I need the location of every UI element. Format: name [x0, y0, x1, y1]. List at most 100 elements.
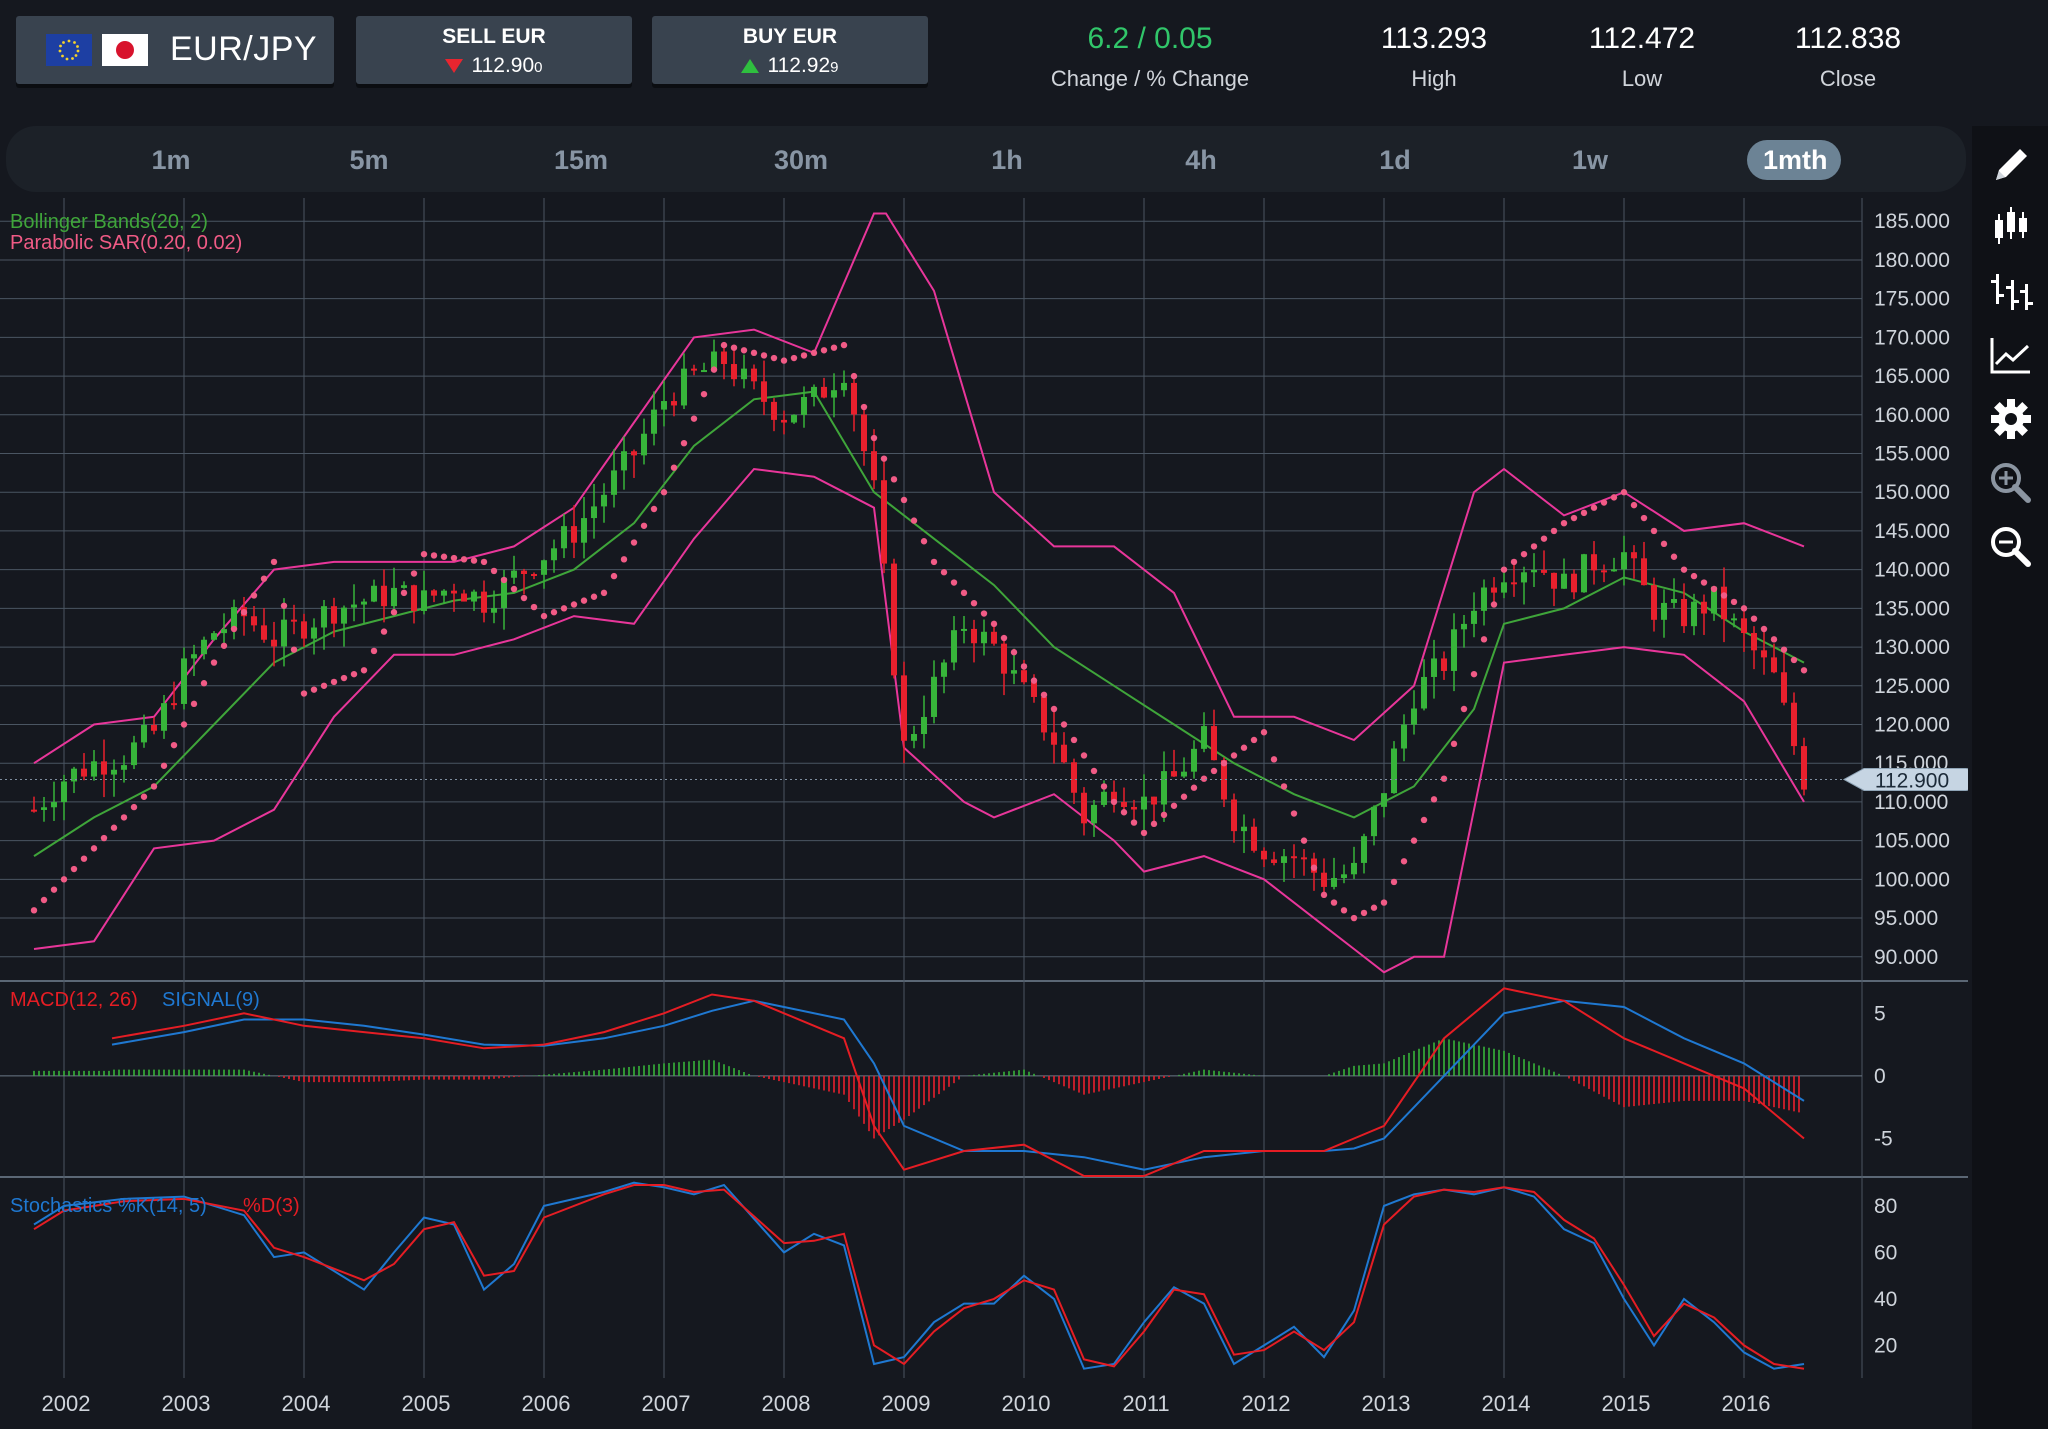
sar-dot	[890, 476, 898, 483]
candle-body	[1711, 586, 1717, 614]
x-tick-label: 2004	[282, 1391, 331, 1416]
candle-body	[1451, 629, 1457, 671]
candle-body	[1581, 554, 1587, 593]
sar-dot	[1750, 615, 1758, 622]
x-tick-label: 2008	[762, 1391, 811, 1416]
candle-body	[111, 769, 117, 775]
candle-body	[1511, 582, 1517, 585]
sar-dot	[300, 690, 308, 697]
sar-dot	[740, 347, 748, 354]
candle-body	[1421, 676, 1427, 709]
candle-body	[1351, 862, 1357, 875]
zoom-in-icon[interactable]	[1986, 458, 2036, 508]
candle-body	[1721, 586, 1727, 620]
tool-sidebar	[1972, 126, 2048, 1429]
timeframe-30m[interactable]: 30m	[773, 145, 829, 175]
sell-button[interactable]: SELL EUR 112.900	[356, 16, 632, 84]
candle-body	[191, 654, 197, 659]
sar-dot	[1400, 858, 1408, 865]
currency-pair-selector[interactable]: EUR/JPY	[16, 16, 334, 84]
gear-icon[interactable]	[1986, 394, 2036, 444]
candle-body	[1131, 806, 1137, 810]
chart-background	[0, 198, 1968, 1429]
candle-body	[1121, 801, 1127, 807]
candle-body	[211, 633, 217, 640]
stoch-y-tick-label: 80	[1874, 1195, 1897, 1218]
sar-dot	[120, 814, 128, 821]
bollinger-legend-label: Bollinger Bands(20, 2)	[10, 211, 208, 233]
zoom-out-icon[interactable]	[1986, 522, 2036, 572]
sar-dot	[1010, 649, 1018, 656]
timeframe-1mth[interactable]: 1mth	[1747, 140, 1841, 180]
candle-body	[91, 761, 97, 777]
sar-dot	[760, 352, 768, 359]
sar-dot	[1590, 504, 1598, 511]
candle-body	[511, 570, 517, 578]
price-chart[interactable]: 2002 2003 2004 2005 2006 2007 2008 2009 2010 2011…	[0, 198, 1968, 1429]
candlestick-icon[interactable]	[1986, 202, 2036, 252]
candle-body	[1291, 856, 1297, 859]
ohlc-bars-icon[interactable]	[1986, 266, 2036, 316]
sar-dot	[1570, 514, 1578, 522]
candle-body	[561, 526, 567, 549]
sar-dot	[500, 576, 508, 584]
sar-dot	[1170, 802, 1178, 809]
candle-body	[1391, 748, 1397, 794]
candle-body	[311, 627, 317, 639]
sar-dot	[1660, 540, 1668, 548]
candle-body	[761, 381, 767, 402]
sar-dot	[790, 354, 798, 362]
candle-body	[471, 591, 477, 602]
sar-dot	[600, 589, 608, 597]
stoch-d-line	[33, 1184, 1805, 1370]
sar-dot	[940, 569, 948, 576]
timeframe-15m[interactable]: 15m	[553, 145, 609, 175]
timeframe-5m[interactable]: 5m	[349, 145, 389, 175]
sell-price: 112.900	[356, 54, 632, 78]
x-tick-label: 2006	[522, 1391, 571, 1416]
sar-dot	[1380, 899, 1388, 906]
candle-body	[1061, 744, 1067, 763]
sar-dot	[470, 557, 478, 564]
high-stat: 113.293 High	[1364, 22, 1504, 92]
high-value: 113.293	[1380, 22, 1488, 55]
timeframe-1d[interactable]: 1d	[1379, 145, 1411, 175]
signal-legend-label: SIGNAL(9)	[162, 989, 260, 1011]
pencil-icon[interactable]	[1986, 140, 2036, 190]
buy-button[interactable]: BUY EUR 112.929	[652, 16, 928, 84]
sar-dot	[210, 659, 218, 666]
x-tick-label: 2007	[642, 1391, 691, 1416]
candle-body	[681, 368, 687, 406]
timeframe-1m[interactable]: 1m	[151, 145, 191, 175]
sar-dot	[380, 628, 388, 635]
line-chart-icon[interactable]	[1986, 330, 2036, 380]
sar-dot	[1790, 656, 1798, 664]
candle-body	[221, 629, 227, 634]
candle-body	[481, 591, 487, 613]
candle-body	[1341, 874, 1347, 878]
candle-body	[1751, 633, 1757, 651]
eu-flag-icon	[46, 34, 92, 66]
y-tick-label: 100.000	[1874, 868, 1950, 891]
sar-dot	[1290, 810, 1298, 817]
candle-body	[841, 382, 847, 391]
sar-dot	[860, 403, 868, 411]
current-price-label: 112.900	[1875, 769, 1949, 792]
timeframe-4h[interactable]: 4h	[1185, 145, 1217, 175]
timeframe-1h[interactable]: 1h	[991, 145, 1023, 175]
candle-body	[1381, 793, 1387, 807]
change-value: 6.2 / 0.05	[1087, 22, 1213, 55]
sar-dot	[950, 579, 958, 586]
timeframe-1w[interactable]: 1w	[1571, 145, 1609, 175]
candle-body	[1141, 796, 1147, 810]
candle-body	[1161, 771, 1167, 805]
sar-legend-label: Parabolic SAR(0.20, 0.02)	[10, 232, 242, 254]
candle-body	[201, 639, 207, 655]
candle-body	[711, 351, 717, 371]
candle-body	[1471, 610, 1477, 624]
sar-dot	[1000, 634, 1008, 642]
candle-body	[1481, 587, 1487, 611]
top-bar: EUR/JPY SELL EUR 112.900 BUY EUR 112.929…	[0, 0, 2048, 120]
buy-price-pip: 9	[830, 59, 839, 76]
sar-dot	[90, 845, 98, 852]
